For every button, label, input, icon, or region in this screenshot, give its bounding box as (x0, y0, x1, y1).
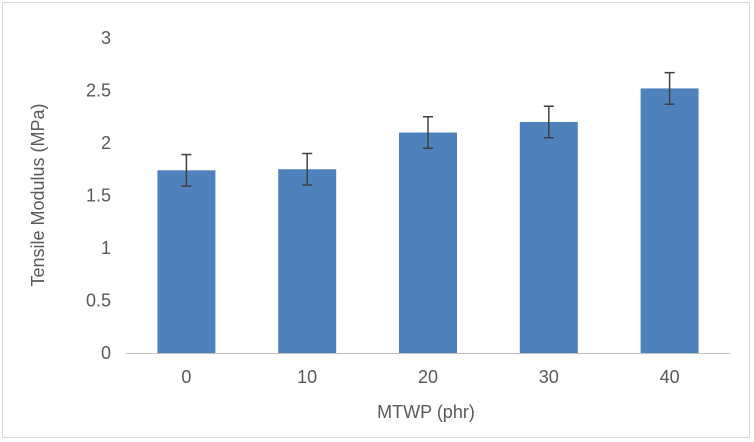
y-axis-title: Tensile Modulus (MPa) (28, 103, 48, 286)
y-tick-label: 1.5 (86, 186, 111, 206)
y-tick-label: 3 (101, 28, 111, 48)
y-tick-label: 2.5 (86, 81, 111, 101)
bar (157, 170, 216, 353)
x-tick-label: 40 (660, 367, 680, 387)
y-axis-ticks: 0 0.5 1 1.5 2 2.5 3 (86, 28, 111, 363)
y-tick-label: 0.5 (86, 291, 111, 311)
chart-frame (2, 2, 750, 438)
y-tick-label: 1 (101, 238, 111, 258)
x-tick-label: 20 (418, 367, 438, 387)
bar (519, 122, 578, 353)
bar (399, 132, 457, 353)
x-axis-title: MTWP (phr) (377, 402, 475, 422)
x-tick-label: 30 (539, 367, 559, 387)
bar (278, 169, 337, 353)
x-tick-label: 0 (181, 367, 191, 387)
bars (157, 88, 699, 354)
y-tick-label: 2 (101, 133, 111, 153)
bar (640, 88, 699, 354)
y-tick-label: 0 (101, 343, 111, 363)
error-bars (181, 71, 675, 187)
x-axis-ticks: 0 10 20 30 40 (181, 367, 679, 387)
x-tick-label: 10 (297, 367, 317, 387)
